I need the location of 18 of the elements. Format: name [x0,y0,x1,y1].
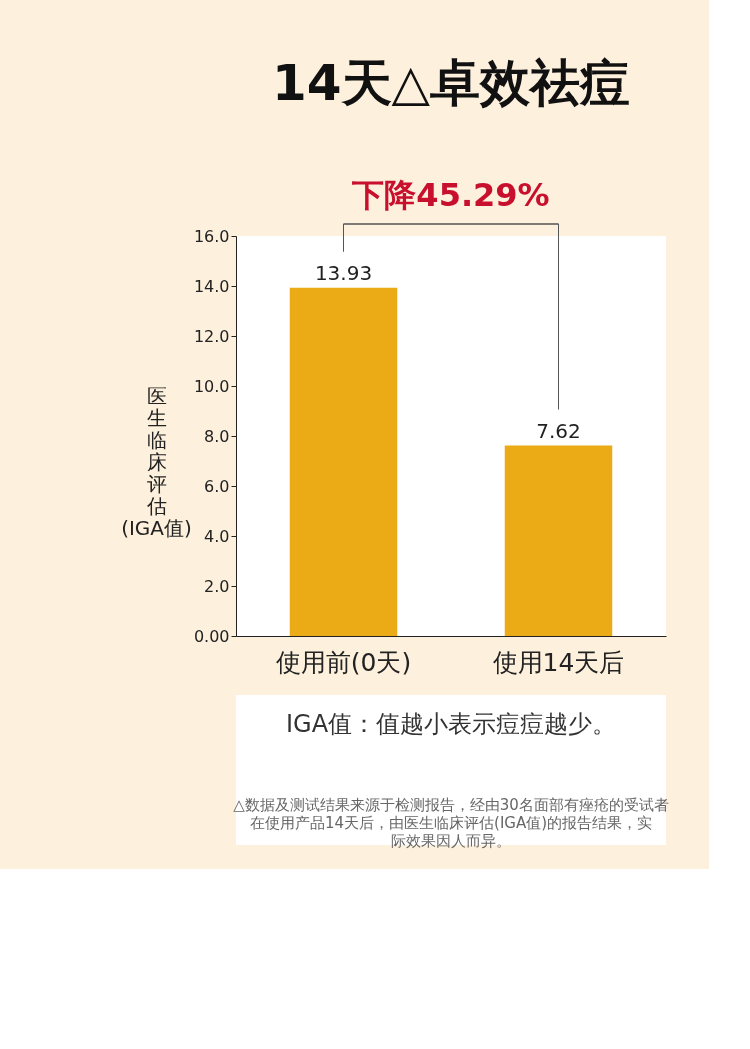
x-tick-label: 使用前(0天) [275,647,412,677]
text: 下降45.29% [351,176,550,214]
y-tick-label: 8.0 [204,426,230,446]
text: IGA值：值越小表示痘痘越少。 [285,710,617,738]
x-tick-label: 使用14天后 [492,647,625,677]
chart-title: 14天△卓效祛痘 [271,54,631,112]
y-tick-label: 14.0 [193,276,230,296]
data-label: 13.93 [314,260,373,285]
text: △数据及测试结果来源于检测报告，经由30名面部有痤疮的受试者在使用产品14天后，由医生临床评估(IGA值)的报告结果，实际效果因人而异。 [233,796,669,850]
y-tick-label: 4.0 [204,526,230,546]
data-label: 7.62 [536,418,581,443]
y-tick-label: 0.00 [193,626,230,646]
y-tick-label: 16.0 [193,226,230,246]
y-axis-title: 医生临床评估(IGA值) [121,383,192,540]
y-tick-label: 2.0 [204,576,230,596]
y-tick-label: 10.0 [193,376,230,396]
y-tick-label: 12.0 [193,326,230,346]
y-tick-label: 6.0 [204,476,230,496]
